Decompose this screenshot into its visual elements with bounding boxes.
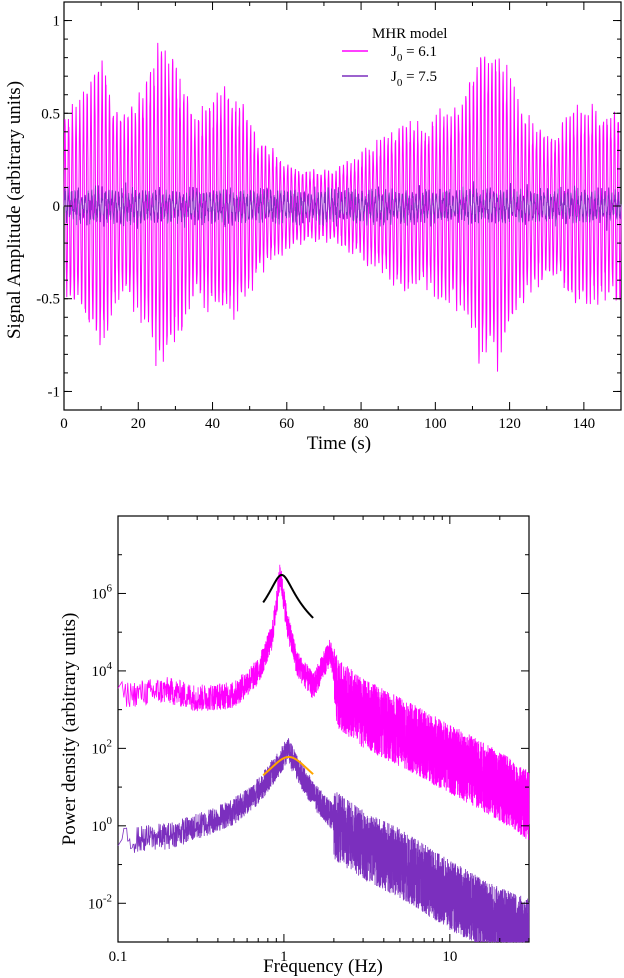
y-tick-label: 102 <box>92 737 113 757</box>
series-line-1 <box>63 181 622 231</box>
x-tick-label: 1 <box>280 949 288 965</box>
y-tick-label: 10-2 <box>88 892 112 912</box>
x-tick-label: 20 <box>131 416 146 432</box>
y-tick-label: 0 <box>53 199 61 215</box>
x-tick-label: 100 <box>424 416 447 432</box>
legend-entry-0: J0 = 6.1 <box>391 44 437 64</box>
legend-entry-1: J0 = 7.5 <box>391 69 437 89</box>
series-group <box>117 564 530 943</box>
x-tick-label: 10 <box>442 949 457 965</box>
x-axis-label: Frequency (Hz) <box>263 956 383 977</box>
x-tick-label: 0 <box>60 416 68 432</box>
fit-curve-3 <box>262 755 314 777</box>
x-tick-label: 60 <box>279 416 294 432</box>
y-tick-label: 104 <box>92 660 113 680</box>
y-axis-label: Signal Amplitude (arbitrary units) <box>4 81 25 339</box>
spectrum-line-0 <box>117 564 530 840</box>
y-tick-label: 106 <box>92 582 113 602</box>
fit-curve-2 <box>262 573 314 619</box>
y-tick-label: -1 <box>48 384 61 400</box>
plot-frame <box>117 515 530 943</box>
y-axis-label: Power density (arbitrary units) <box>59 613 80 846</box>
legend: MHR model J0 = 6.1 J0 = 7.5 <box>342 26 447 89</box>
y-tick-label: 0.5 <box>41 106 60 122</box>
signal-chart: 0 20 40 60 80 100 120 140 -1 -0.5 0 0.5 1 Time (s) S… <box>4 1 622 454</box>
legend-title: MHR model <box>372 26 447 42</box>
x-tick-label: 40 <box>205 416 220 432</box>
axes-group: 0 20 40 60 80 100 120 140 -1 -0.5 0 0.5 1 <box>36 2 621 432</box>
x-axis-label: Time (s) <box>307 433 371 454</box>
spectrum-line-1 <box>117 738 530 943</box>
y-tick-label: -0.5 <box>36 292 60 308</box>
x-tick-label: 140 <box>573 416 596 432</box>
y-tick-label: 1 <box>53 14 61 30</box>
y-tick-label: 100 <box>92 815 113 835</box>
x-tick-label: 80 <box>354 416 369 432</box>
x-tick-label: 0.1 <box>109 949 128 965</box>
series-group <box>63 42 622 372</box>
axes-group: 0.1 1 10 10-2 100 102 104 106 <box>88 515 530 965</box>
x-tick-label: 120 <box>498 416 521 432</box>
